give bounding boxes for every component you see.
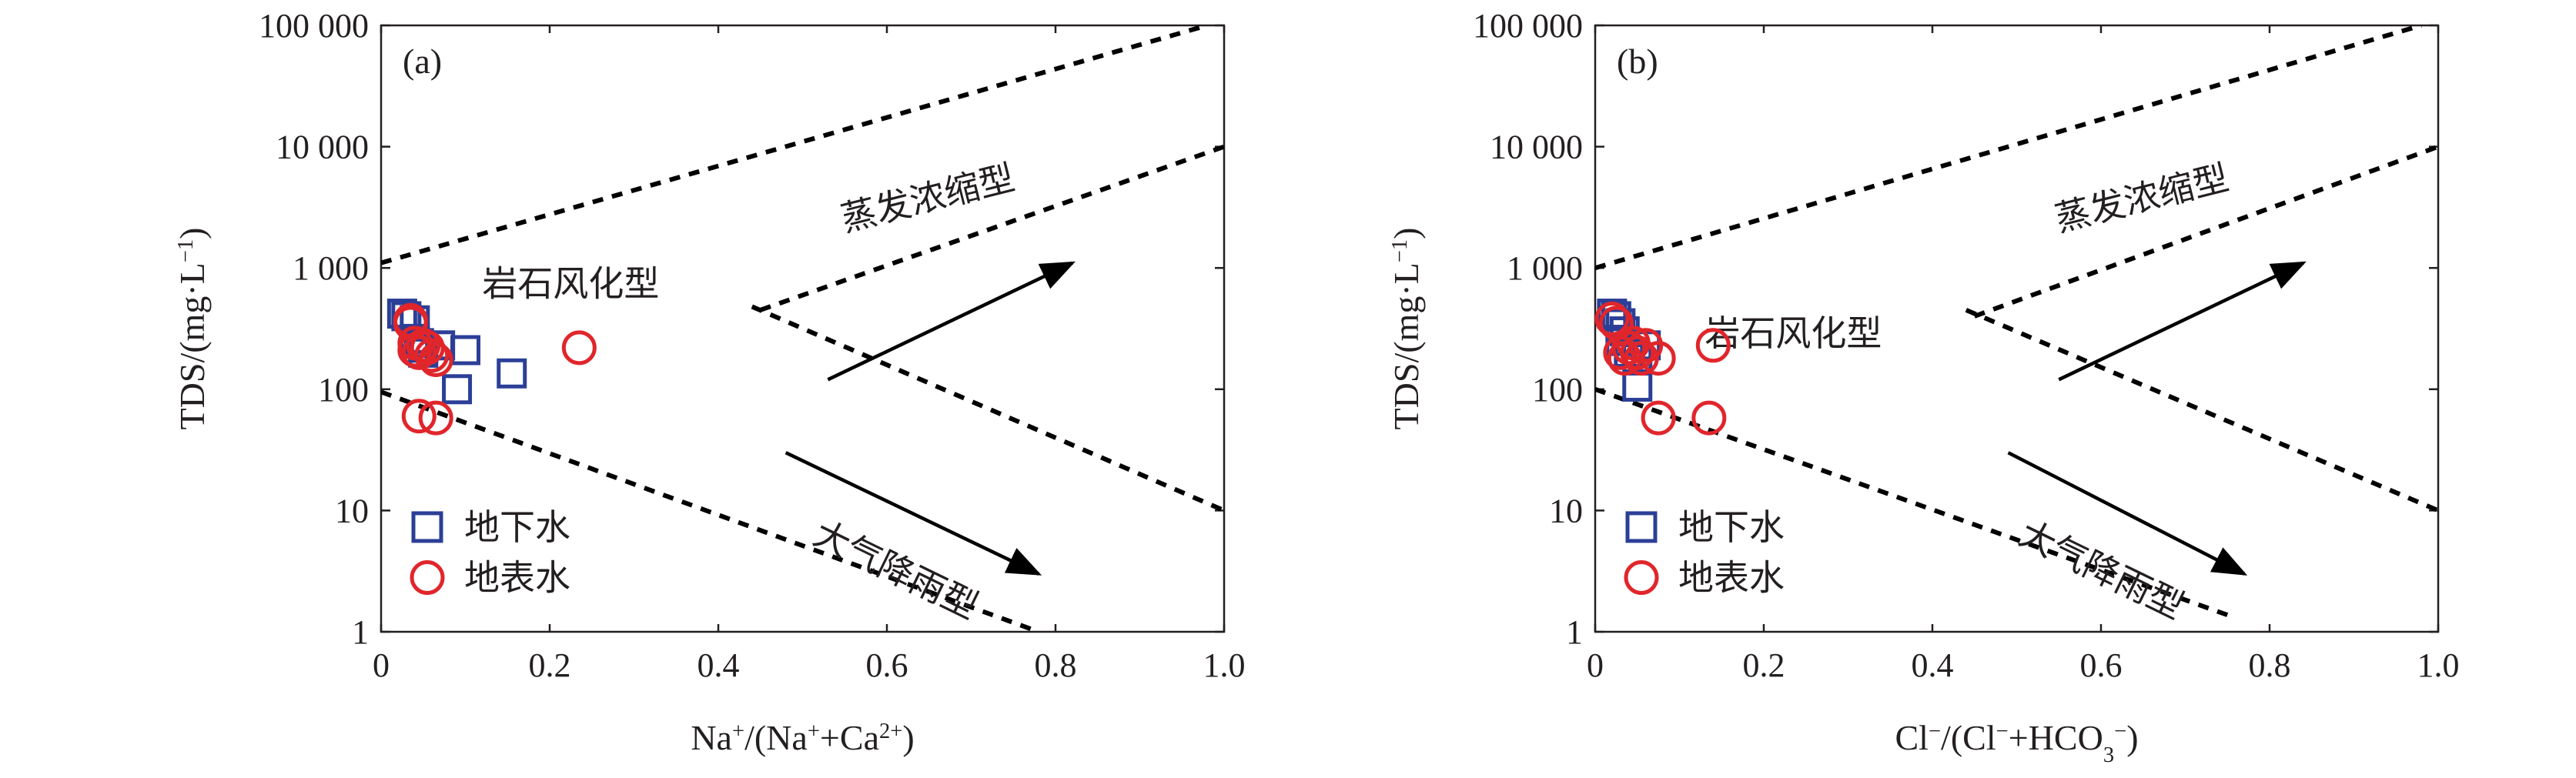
- x-tick-label: 0.6: [2080, 646, 2123, 684]
- boundary-mid: [1973, 144, 2438, 319]
- surface-water-point: [1695, 328, 1731, 363]
- x-tick-label: 0.4: [1912, 646, 1954, 684]
- plot-frame: [1594, 24, 2440, 633]
- groundwater-point: [450, 335, 480, 366]
- y-tick-label: 10: [335, 492, 369, 529]
- boundary-upper: [1595, 25, 2422, 271]
- boundary-lower: [381, 389, 1040, 632]
- chart-panel-a: 0 0.2 0.4 0.6 0.8 1.0 1 10 100 1 000 10 000 100 000…: [172, 7, 1246, 757]
- y-tick-label: 10: [1549, 492, 1583, 529]
- x-tick-label: 1.0: [2417, 646, 2460, 684]
- x-axis-title: Na+/(Na++Ca2+): [691, 718, 914, 757]
- x-tick-label: 0: [373, 646, 390, 684]
- panel-label: (b): [1617, 42, 1658, 81]
- x-tick-label: 0.4: [698, 646, 740, 684]
- region-label: 大气降雨型: [2013, 513, 2190, 627]
- y-tick-label: 1: [352, 613, 369, 651]
- x-tick-label: 0: [1587, 646, 1604, 684]
- surface-water-point: [1691, 400, 1727, 436]
- region-label: 蒸发浓缩型: [2051, 156, 2233, 239]
- trend-arrow: [785, 451, 1042, 576]
- y-tick-label: 100 000: [259, 7, 369, 45]
- y-axis-title: TDS/(mg·L−1): [1387, 228, 1426, 430]
- surface-water-point: [1620, 335, 1655, 370]
- legend-label: 地下水: [1678, 506, 1785, 548]
- surface-water-point: [401, 399, 437, 434]
- legend-label: 地下水: [464, 506, 570, 548]
- trend-arrow: [2058, 261, 2307, 382]
- surface-water-point: [418, 342, 453, 377]
- surface-water-point: [418, 400, 453, 436]
- legend-square-marker: [1625, 511, 1658, 543]
- legend-label: 地表水: [464, 557, 570, 599]
- groundwater-point: [442, 374, 473, 405]
- plot-frame: [380, 24, 1226, 633]
- x-tick-label: 0.2: [529, 646, 571, 684]
- region-label: 大气降雨型: [808, 513, 985, 627]
- x-tick-label: 1.0: [1203, 646, 1246, 684]
- y-tick-label: 100 000: [1473, 7, 1583, 45]
- boundary-mid: [759, 144, 1224, 312]
- y-tick-label: 10 000: [1490, 129, 1583, 166]
- surface-water-point: [1594, 301, 1630, 336]
- y-tick-label: 100: [1532, 371, 1583, 409]
- legend-square-marker: [411, 511, 443, 543]
- x-tick-label: 0.8: [1035, 646, 1077, 684]
- y-tick-label: 1: [1566, 613, 1583, 651]
- y-tick-label: 1 000: [1507, 249, 1583, 287]
- x-tick-label: 0.6: [866, 646, 908, 684]
- boundary-upper: [381, 25, 1208, 265]
- surface-water-point: [1628, 328, 1664, 363]
- panel-label: (a): [403, 42, 442, 81]
- boundary-diag: [1965, 308, 2438, 513]
- trend-arrow: [827, 261, 1076, 382]
- trend-arrow: [2007, 451, 2248, 576]
- legend-label: 地表水: [1678, 557, 1785, 599]
- y-tick-label: 1 000: [293, 249, 369, 287]
- region-label: 岩石风化型: [1705, 312, 1882, 354]
- surface-water-point: [401, 335, 437, 370]
- x-tick-label: 0.2: [1743, 646, 1785, 684]
- y-tick-label: 10 000: [276, 129, 369, 166]
- boundary-diag: [751, 304, 1224, 513]
- chart-panel-b: 0 0.2 0.4 0.6 0.8 1.0 1 10 100 1 000 10 000 100 000…: [1387, 7, 2460, 767]
- surface-water-point: [561, 330, 597, 366]
- x-axis-title: Cl−/(Cl−+HCO3−): [1895, 718, 2138, 767]
- surface-water-point: [1641, 341, 1676, 376]
- groundwater-point: [497, 358, 527, 389]
- region-label: 岩石风化型: [482, 262, 659, 304]
- surface-water-point: [414, 338, 450, 373]
- y-axis-title: TDS/(mg·L−1): [172, 228, 212, 430]
- surface-water-point: [1641, 400, 1676, 436]
- y-tick-label: 100: [318, 371, 369, 409]
- groundwater-point: [1622, 371, 1653, 402]
- x-tick-label: 0.8: [2249, 646, 2291, 684]
- boundary-lower: [1595, 386, 2237, 620]
- legend-circle-marker: [410, 560, 445, 596]
- legend-circle-marker: [1624, 560, 1659, 596]
